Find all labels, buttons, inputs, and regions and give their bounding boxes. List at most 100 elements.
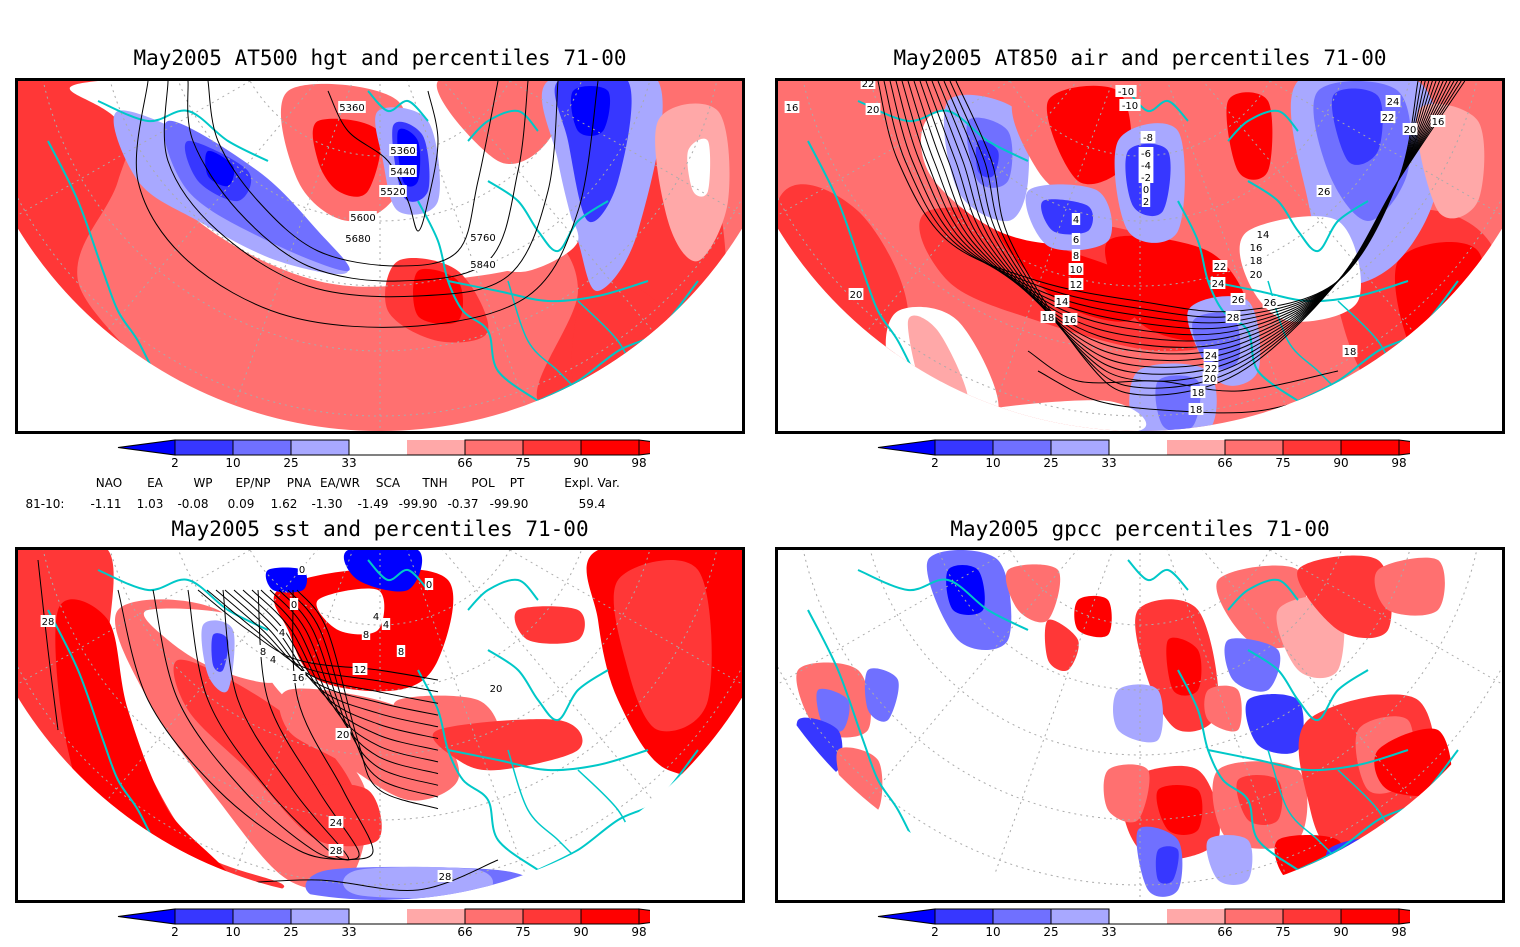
graticule-parallel: [859, 81, 1421, 287]
coastline-scandinavia: [1227, 109, 1299, 142]
coastline-americas: [807, 140, 919, 382]
anomaly-region: [436, 81, 566, 165]
contour-label-bg: [1203, 362, 1219, 374]
colorbar-segment: [232, 439, 292, 456]
index-header: TNH: [422, 476, 448, 490]
colorbar-arrow-low: [877, 908, 936, 925]
colorbar-segment: [1109, 440, 1167, 455]
contour-label-bg: [1342, 345, 1358, 357]
contour-label: 4: [279, 628, 285, 639]
coastline-americas: [807, 609, 919, 851]
contour-label-bg: [1190, 386, 1206, 398]
contour-label-bg: [328, 816, 344, 828]
contour-line: [152, 589, 349, 861]
index-row-label: 81-10:: [25, 497, 65, 511]
colorbar-tick-label: 33: [341, 925, 357, 939]
index-header: SCA: [375, 476, 401, 490]
anomaly-region: [1331, 88, 1383, 165]
colorbar-tick-label: 25: [283, 925, 299, 939]
contour-label-bg: [1138, 147, 1154, 159]
precip-anomaly-region: [1224, 638, 1281, 692]
contour-label: 0: [426, 580, 432, 591]
precip-anomaly-region: [1155, 846, 1179, 884]
contour-label-bg: [1068, 278, 1084, 290]
contour-line: [206, 589, 439, 693]
contour-line: [1027, 350, 1339, 392]
contour-label: 4: [373, 612, 379, 623]
contour-label-bg: [1380, 111, 1396, 123]
precip-anomaly-region: [1245, 694, 1304, 754]
contour-label-bg: [389, 165, 417, 177]
coastline-scandinavia: [467, 578, 539, 611]
index-header: EA/WR: [319, 476, 361, 490]
colorbar-tick-label: 10: [225, 925, 241, 939]
coastline-africa-west: [417, 200, 539, 402]
colorbar-segment: [1167, 440, 1225, 455]
contour-label-bg: [1255, 228, 1271, 240]
anomaly-region: [312, 118, 381, 197]
coastline-europe: [487, 649, 609, 722]
contour-label: 0: [299, 565, 305, 576]
precip-anomaly-region: [1274, 835, 1345, 885]
contour-label: 0: [291, 600, 297, 611]
contour-label: 5440: [390, 167, 415, 178]
colorbar-tick-label: 25: [1043, 456, 1059, 470]
contour-label: 12: [354, 665, 367, 676]
contour-label-bg: [1119, 99, 1141, 111]
colorbar-sst: 2 10 25 33 66 75 90 98: [110, 907, 650, 947]
contour-label-bg: [335, 728, 351, 740]
contour-label: 28: [330, 846, 343, 857]
index-value: -0.37: [447, 497, 479, 511]
index-header: NAO: [95, 476, 123, 490]
colorbar-segment: [1282, 439, 1342, 456]
contour-label: 18: [1344, 347, 1357, 358]
graticule-parallel: [99, 81, 661, 287]
contour-label: 22: [1382, 113, 1395, 124]
colorbar-tick-label: 75: [1275, 456, 1291, 470]
contour-label-bg: [469, 231, 497, 243]
colorbar-arrow-high: [1398, 908, 1410, 925]
index-value: 1.03: [136, 497, 164, 511]
contour-line: [117, 589, 349, 861]
panel-title-hgt500: May2005 AT500 hgt and percentiles 71-00: [133, 46, 627, 70]
precip-anomaly-region: [1005, 564, 1061, 623]
anomaly-region: [343, 866, 493, 899]
contour-label: 18: [1042, 313, 1055, 324]
contour-label: 14: [1257, 230, 1270, 241]
precip-anomaly-region: [1204, 685, 1242, 732]
colorbar-segment: [232, 908, 292, 925]
anomaly-region: [975, 140, 999, 178]
contour-line: [955, 81, 1466, 396]
contour-line: [296, 589, 439, 810]
contour-label: 20: [1204, 374, 1217, 385]
colorbar-segment: [992, 908, 1052, 925]
colorbar-tick-label: 98: [631, 925, 647, 939]
border-line: [507, 749, 579, 861]
contour-label: 20: [337, 730, 350, 741]
contour-label: 6: [1073, 235, 1079, 246]
colorbar-graphic: [877, 908, 1410, 925]
contour-label-bg: [268, 653, 278, 665]
map-panel-hgt500: 5360 5360 5440 5520 5600 5680 5760 5840: [15, 78, 745, 434]
colorbar-segment: [934, 439, 994, 456]
contour-label-bg: [344, 232, 372, 244]
colorbar-arrow-low: [877, 439, 936, 456]
colorbar-tick-label: 66: [1217, 925, 1233, 939]
precip-anomaly-region: [1074, 595, 1112, 638]
contour-label: 22: [1205, 364, 1218, 375]
contour-label: 18: [1192, 388, 1205, 399]
colorbar-tick-label: 90: [1333, 456, 1349, 470]
contour-label-bg: [1071, 233, 1081, 245]
colorbar-tick-label: 25: [1043, 925, 1059, 939]
colorbar-segment: [1224, 439, 1284, 456]
panel-title-gpcc: May2005 gpcc percentiles 71-00: [950, 517, 1330, 541]
graticule-parallel: [794, 550, 1486, 821]
colorbar-segment: [1282, 908, 1342, 925]
contour-line: [37, 559, 59, 731]
contour-label: 20: [1404, 125, 1417, 136]
contour-label: 5840: [470, 260, 495, 271]
contour-label-bg: [1248, 268, 1264, 280]
map-hgt500: 5360 5360 5440 5520 5600 5680 5760 5840: [18, 81, 742, 431]
colorbar-graphic: [117, 439, 650, 456]
anomaly-region: [1046, 85, 1132, 185]
